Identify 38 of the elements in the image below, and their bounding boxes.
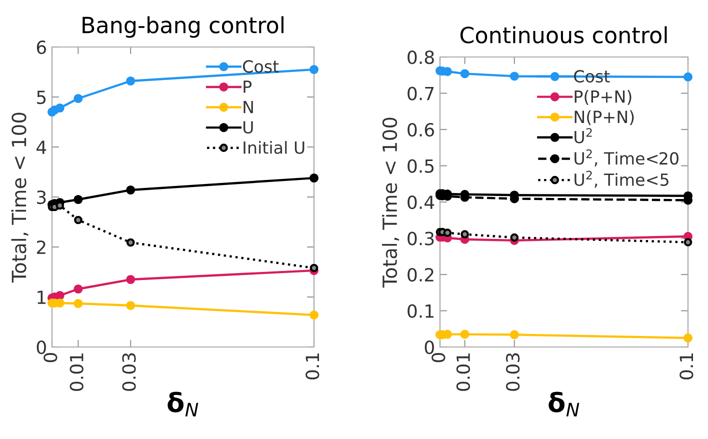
legend-label: N bbox=[244, 100, 253, 114]
y-axis-title: Total, Time < 100 bbox=[11, 112, 28, 283]
y-tick-label: 0.1 bbox=[408, 304, 434, 318]
legend-label: P(P+N) bbox=[574, 90, 632, 105]
legend-label: U$^{2}$ bbox=[574, 128, 592, 144]
x-axis-title: δ$_{N}$ bbox=[168, 392, 198, 416]
legend-label: U$^{2}$, Time<5 bbox=[574, 170, 668, 188]
chart-title: Continuous control bbox=[460, 26, 667, 44]
legend-label: U bbox=[244, 121, 253, 134]
chart-title: Bang-bang control bbox=[82, 16, 284, 38]
x-tick-label: 0 bbox=[432, 353, 446, 362]
legend-label: N(P+N) bbox=[574, 110, 634, 126]
y-tick-label: 0.8 bbox=[408, 50, 434, 64]
y-axis-title: Total, Time < 100 bbox=[382, 118, 400, 288]
legend-label: P bbox=[244, 80, 252, 93]
y-tick-label: 6 bbox=[36, 40, 46, 54]
x-axis-title: δ$_{N}$ bbox=[548, 392, 580, 416]
x-tick-label: 0.03 bbox=[506, 353, 520, 391]
y-tick-label: 0.5 bbox=[408, 159, 434, 173]
y-tick-label: 0.4 bbox=[408, 195, 434, 210]
x-tick-label: 0.03 bbox=[122, 353, 136, 391]
y-tick-label: 0.3 bbox=[408, 232, 434, 246]
y-tick-label: 0.6 bbox=[408, 122, 434, 137]
x-tick-label: 0.01 bbox=[456, 354, 470, 391]
y-tick-label: 4 bbox=[36, 140, 46, 154]
y-tick-label: 3 bbox=[37, 190, 46, 204]
x-tick-label: 0 bbox=[44, 353, 58, 362]
y-tick-label: 5 bbox=[37, 90, 46, 104]
x-tick-label: 0.01 bbox=[70, 354, 84, 391]
legend-label: Cost bbox=[242, 60, 279, 73]
y-tick-label: 1 bbox=[38, 290, 46, 304]
y-tick-label: 2 bbox=[36, 240, 46, 254]
y-tick-label: 0.2 bbox=[408, 268, 434, 282]
legend-label: U$^{2}$, Time<20 bbox=[574, 149, 678, 166]
legend-label: Initial U bbox=[244, 141, 304, 154]
x-tick-label: 0.1 bbox=[306, 354, 320, 380]
y-tick-label: 0.7 bbox=[408, 86, 434, 100]
x-tick-label: 0.1 bbox=[680, 354, 694, 380]
